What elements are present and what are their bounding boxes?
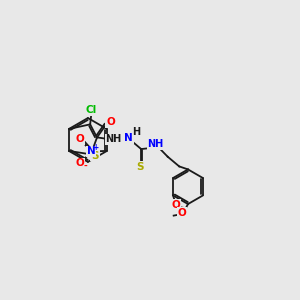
Text: O: O [76,134,85,144]
Text: N: N [87,146,96,156]
Text: Cl: Cl [86,106,97,116]
Text: O: O [178,208,187,218]
Text: S: S [136,162,144,172]
Text: -: - [83,162,87,171]
Text: O: O [76,158,85,168]
Text: NH: NH [148,139,164,149]
Text: O: O [106,117,115,127]
Text: H: H [133,127,141,137]
Text: +: + [92,143,98,152]
Text: S: S [91,151,99,160]
Text: N: N [124,134,133,143]
Text: O: O [171,200,180,210]
Text: NH: NH [106,134,122,144]
